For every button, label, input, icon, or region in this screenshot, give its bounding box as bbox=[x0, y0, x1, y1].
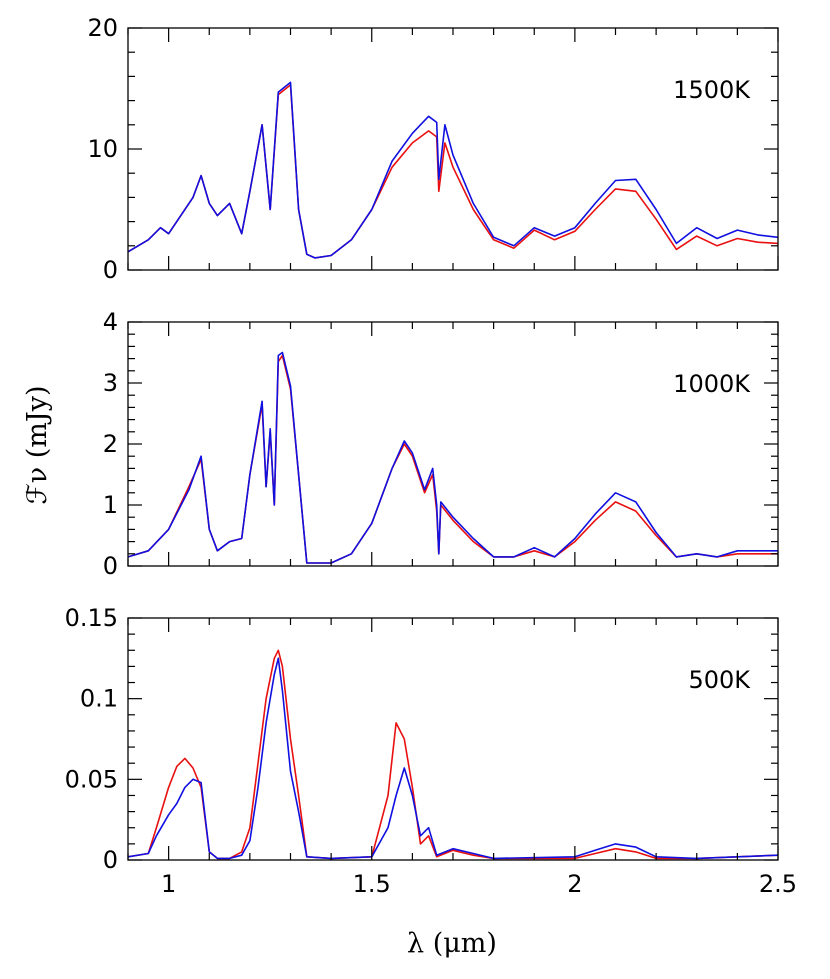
series-blue-line bbox=[128, 657, 778, 860]
panel-1000k: 0 1 2 3 4 1000K bbox=[103, 308, 779, 580]
series-blue-line bbox=[128, 81, 778, 259]
series-blue-line bbox=[128, 351, 778, 564]
x-tick-label: 2 bbox=[567, 870, 582, 898]
panel-temperature-label: 500K bbox=[688, 666, 751, 694]
y-tick-label: 4 bbox=[103, 308, 118, 336]
plot-frame bbox=[127, 617, 779, 861]
y-tick-label: 0 bbox=[103, 846, 118, 874]
y-tick-label: 1 bbox=[103, 491, 118, 519]
y-tick-label: 0.05 bbox=[65, 765, 118, 793]
x-tick-label: 1.5 bbox=[353, 870, 391, 898]
y-tick-label: 0 bbox=[103, 256, 118, 284]
x-tick-label: 2.5 bbox=[759, 870, 797, 898]
plot-frame bbox=[127, 321, 779, 567]
y-tick-label: 10 bbox=[87, 135, 118, 163]
y-tick-label: 3 bbox=[103, 369, 118, 397]
panel-temperature-label: 1500K bbox=[673, 76, 751, 104]
y-tick-label: 2 bbox=[103, 430, 118, 458]
y-tick-label: 0.15 bbox=[65, 604, 118, 632]
plot-frame bbox=[127, 27, 779, 271]
panel-500k: 0 0.05 0.1 0.15 500K bbox=[65, 604, 779, 874]
panel-1500k: 0 10 20 1500K bbox=[87, 14, 779, 284]
series-red-line bbox=[128, 84, 778, 259]
x-tick-label: 1 bbox=[161, 870, 176, 898]
y-tick-label: 0.1 bbox=[80, 685, 118, 713]
series-red-line bbox=[128, 649, 778, 860]
panels-group: 0 10 20 1500K 0 1 2 3 4 1000K 0 0.05 0.1 0.15 500K 1 1.5… bbox=[65, 14, 798, 898]
x-axis-label: λ (μm) bbox=[407, 928, 497, 959]
panel-temperature-label: 1000K bbox=[673, 370, 751, 398]
y-axis-label: ℱν (mJy) bbox=[22, 386, 53, 505]
y-tick-label: 20 bbox=[87, 14, 118, 42]
y-tick-label: 0 bbox=[103, 552, 118, 580]
